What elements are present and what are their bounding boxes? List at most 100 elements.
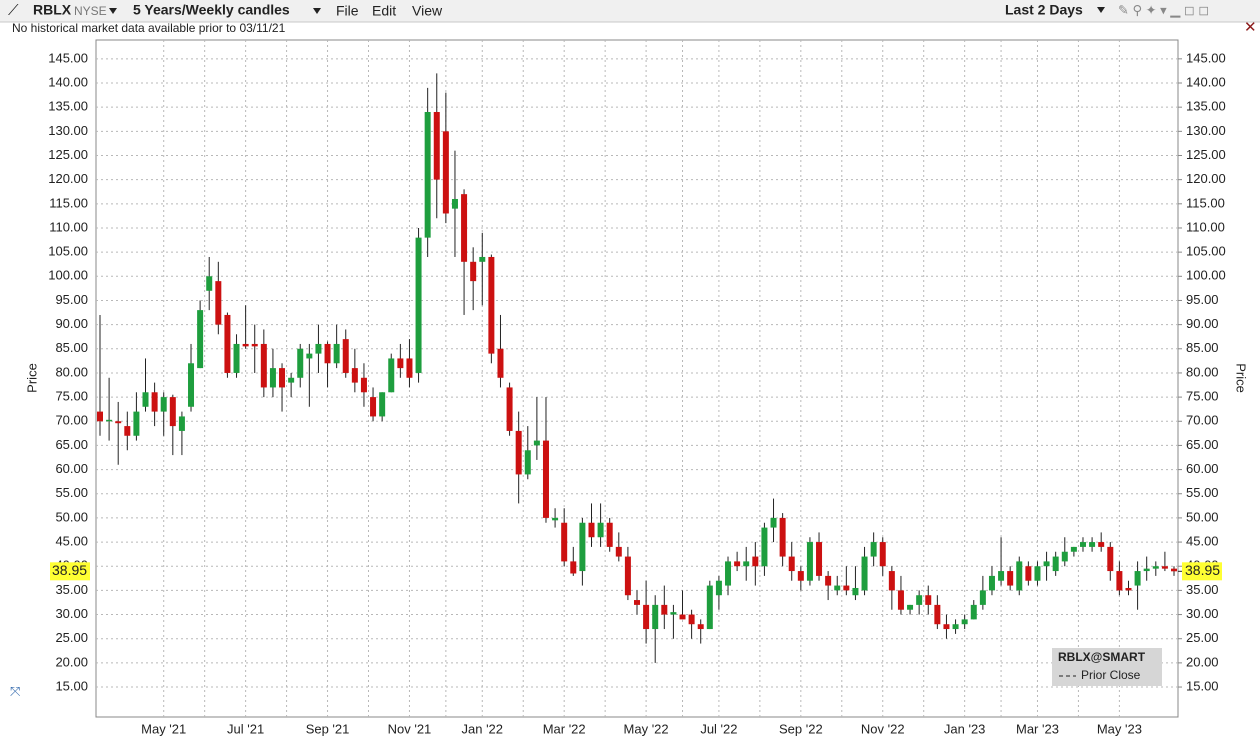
y-tick-label: 115.00 bbox=[1186, 195, 1225, 210]
x-tick-label: Sep '22 bbox=[779, 721, 823, 736]
candle-body bbox=[269, 368, 276, 388]
candle-body bbox=[779, 517, 786, 557]
tool-icons[interactable]: ✎ ⚲ ✦ ▾ ▁ ◻ ◻ bbox=[1118, 2, 1209, 18]
candle-body bbox=[1098, 542, 1105, 547]
candle-body bbox=[1034, 566, 1041, 581]
y-axis-title: Price bbox=[1234, 363, 1249, 393]
candle-body bbox=[579, 522, 586, 572]
candle-body bbox=[998, 571, 1005, 581]
candle-body bbox=[215, 281, 222, 325]
symbol[interactable]: RBLX bbox=[33, 2, 72, 18]
last-price: 38.95 bbox=[52, 562, 87, 578]
y-tick-label: 75.00 bbox=[55, 389, 88, 404]
y-tick-label: 135.00 bbox=[1186, 99, 1226, 114]
candle-body bbox=[970, 604, 977, 620]
candle-body bbox=[160, 397, 167, 412]
candle-body bbox=[242, 343, 249, 347]
candle-body bbox=[661, 604, 668, 615]
candle-body bbox=[888, 571, 895, 591]
y-tick-label: 140.00 bbox=[48, 74, 88, 89]
y-tick-label: 85.00 bbox=[55, 340, 88, 355]
candle-body bbox=[470, 261, 477, 282]
y-tick-label: 140.00 bbox=[1186, 74, 1226, 89]
y-tick-label: 100.00 bbox=[1186, 268, 1226, 283]
notice: No historical market data available prio… bbox=[12, 21, 286, 35]
candle-body bbox=[797, 571, 804, 581]
y-tick-label: 125.00 bbox=[1186, 147, 1226, 162]
y-tick-label: 120.00 bbox=[1186, 171, 1226, 186]
y-tick-label: 105.00 bbox=[1186, 244, 1226, 259]
y-tick-label: 45.00 bbox=[1186, 534, 1219, 549]
candle-body bbox=[725, 561, 732, 586]
candle-body bbox=[1043, 561, 1050, 567]
legend-item: Prior Close bbox=[1081, 668, 1141, 682]
candle-body bbox=[288, 377, 295, 383]
close-button[interactable]: ✕ bbox=[1244, 19, 1257, 36]
x-tick-label: May '21 bbox=[141, 721, 186, 736]
candle-body bbox=[925, 595, 932, 605]
candle-body bbox=[943, 624, 950, 630]
dropdown-arrow[interactable] bbox=[1097, 7, 1105, 13]
candle-body bbox=[342, 339, 349, 373]
exchange: NYSE bbox=[74, 4, 107, 18]
y-tick-label: 75.00 bbox=[1186, 389, 1219, 404]
candle-body bbox=[816, 542, 823, 576]
y-tick-label: 60.00 bbox=[55, 461, 88, 476]
last-price: 38.95 bbox=[1185, 562, 1220, 578]
dropdown-arrow[interactable] bbox=[109, 8, 117, 14]
y-tick-label: 70.00 bbox=[55, 413, 88, 428]
plot-area bbox=[95, 39, 1179, 718]
menu-edit[interactable]: Edit bbox=[372, 3, 396, 19]
y-tick-label: 100.00 bbox=[48, 268, 88, 283]
candle-body bbox=[206, 276, 213, 291]
y-tick-label: 95.00 bbox=[55, 292, 88, 307]
candle-body bbox=[1161, 566, 1168, 569]
period[interactable]: 5 Years/Weekly candles bbox=[133, 2, 290, 18]
candle-body bbox=[761, 527, 768, 567]
y-tick-label: 25.00 bbox=[1186, 630, 1219, 645]
y-tick-label: 35.00 bbox=[1186, 582, 1219, 597]
candle-body bbox=[988, 575, 995, 591]
x-tick-label: Sep '21 bbox=[306, 721, 350, 736]
y-tick-label: 120.00 bbox=[48, 171, 88, 186]
candle-body bbox=[697, 624, 704, 630]
candle-body bbox=[260, 343, 267, 388]
candle-body bbox=[688, 614, 695, 625]
chart-icon[interactable]: ⟋ bbox=[8, 2, 19, 19]
candle-body bbox=[479, 256, 486, 262]
candle-body bbox=[351, 368, 358, 383]
y-tick-label: 110.00 bbox=[1186, 219, 1225, 234]
candle-body bbox=[961, 619, 968, 625]
candle-body bbox=[679, 614, 686, 620]
y-tick-label: 50.00 bbox=[1186, 509, 1219, 524]
candle-body bbox=[197, 310, 204, 369]
y-tick-label: 30.00 bbox=[1186, 606, 1219, 621]
candle-body bbox=[188, 363, 195, 407]
candle-body bbox=[488, 256, 495, 354]
candle-body bbox=[370, 397, 377, 417]
candle-body bbox=[770, 517, 777, 528]
candle-body bbox=[561, 522, 568, 562]
candle-body bbox=[952, 624, 959, 630]
candle-body bbox=[306, 353, 313, 359]
candle-body bbox=[597, 522, 604, 538]
y-tick-label: 80.00 bbox=[1186, 364, 1219, 379]
candle-body bbox=[106, 419, 113, 422]
y-tick-label: 55.00 bbox=[1186, 485, 1219, 500]
candle-body bbox=[406, 358, 413, 378]
candle-body bbox=[1025, 566, 1032, 581]
candle-body bbox=[169, 397, 176, 427]
candle-body bbox=[643, 604, 650, 630]
dropdown-arrow[interactable] bbox=[313, 8, 321, 14]
menu-view[interactable]: View bbox=[412, 3, 443, 19]
candle-body bbox=[897, 590, 904, 610]
candle-body bbox=[806, 542, 813, 581]
candle-body bbox=[1052, 556, 1059, 572]
range[interactable]: Last 2 Days bbox=[1005, 2, 1083, 18]
y-tick-label: 85.00 bbox=[1186, 340, 1219, 355]
x-tick-label: Nov '21 bbox=[388, 721, 432, 736]
menu-file[interactable]: File bbox=[336, 3, 359, 19]
legend-title: RBLX@SMART bbox=[1058, 650, 1146, 664]
side-icon[interactable]: ⤧ bbox=[10, 683, 21, 698]
candle-body bbox=[151, 392, 158, 412]
